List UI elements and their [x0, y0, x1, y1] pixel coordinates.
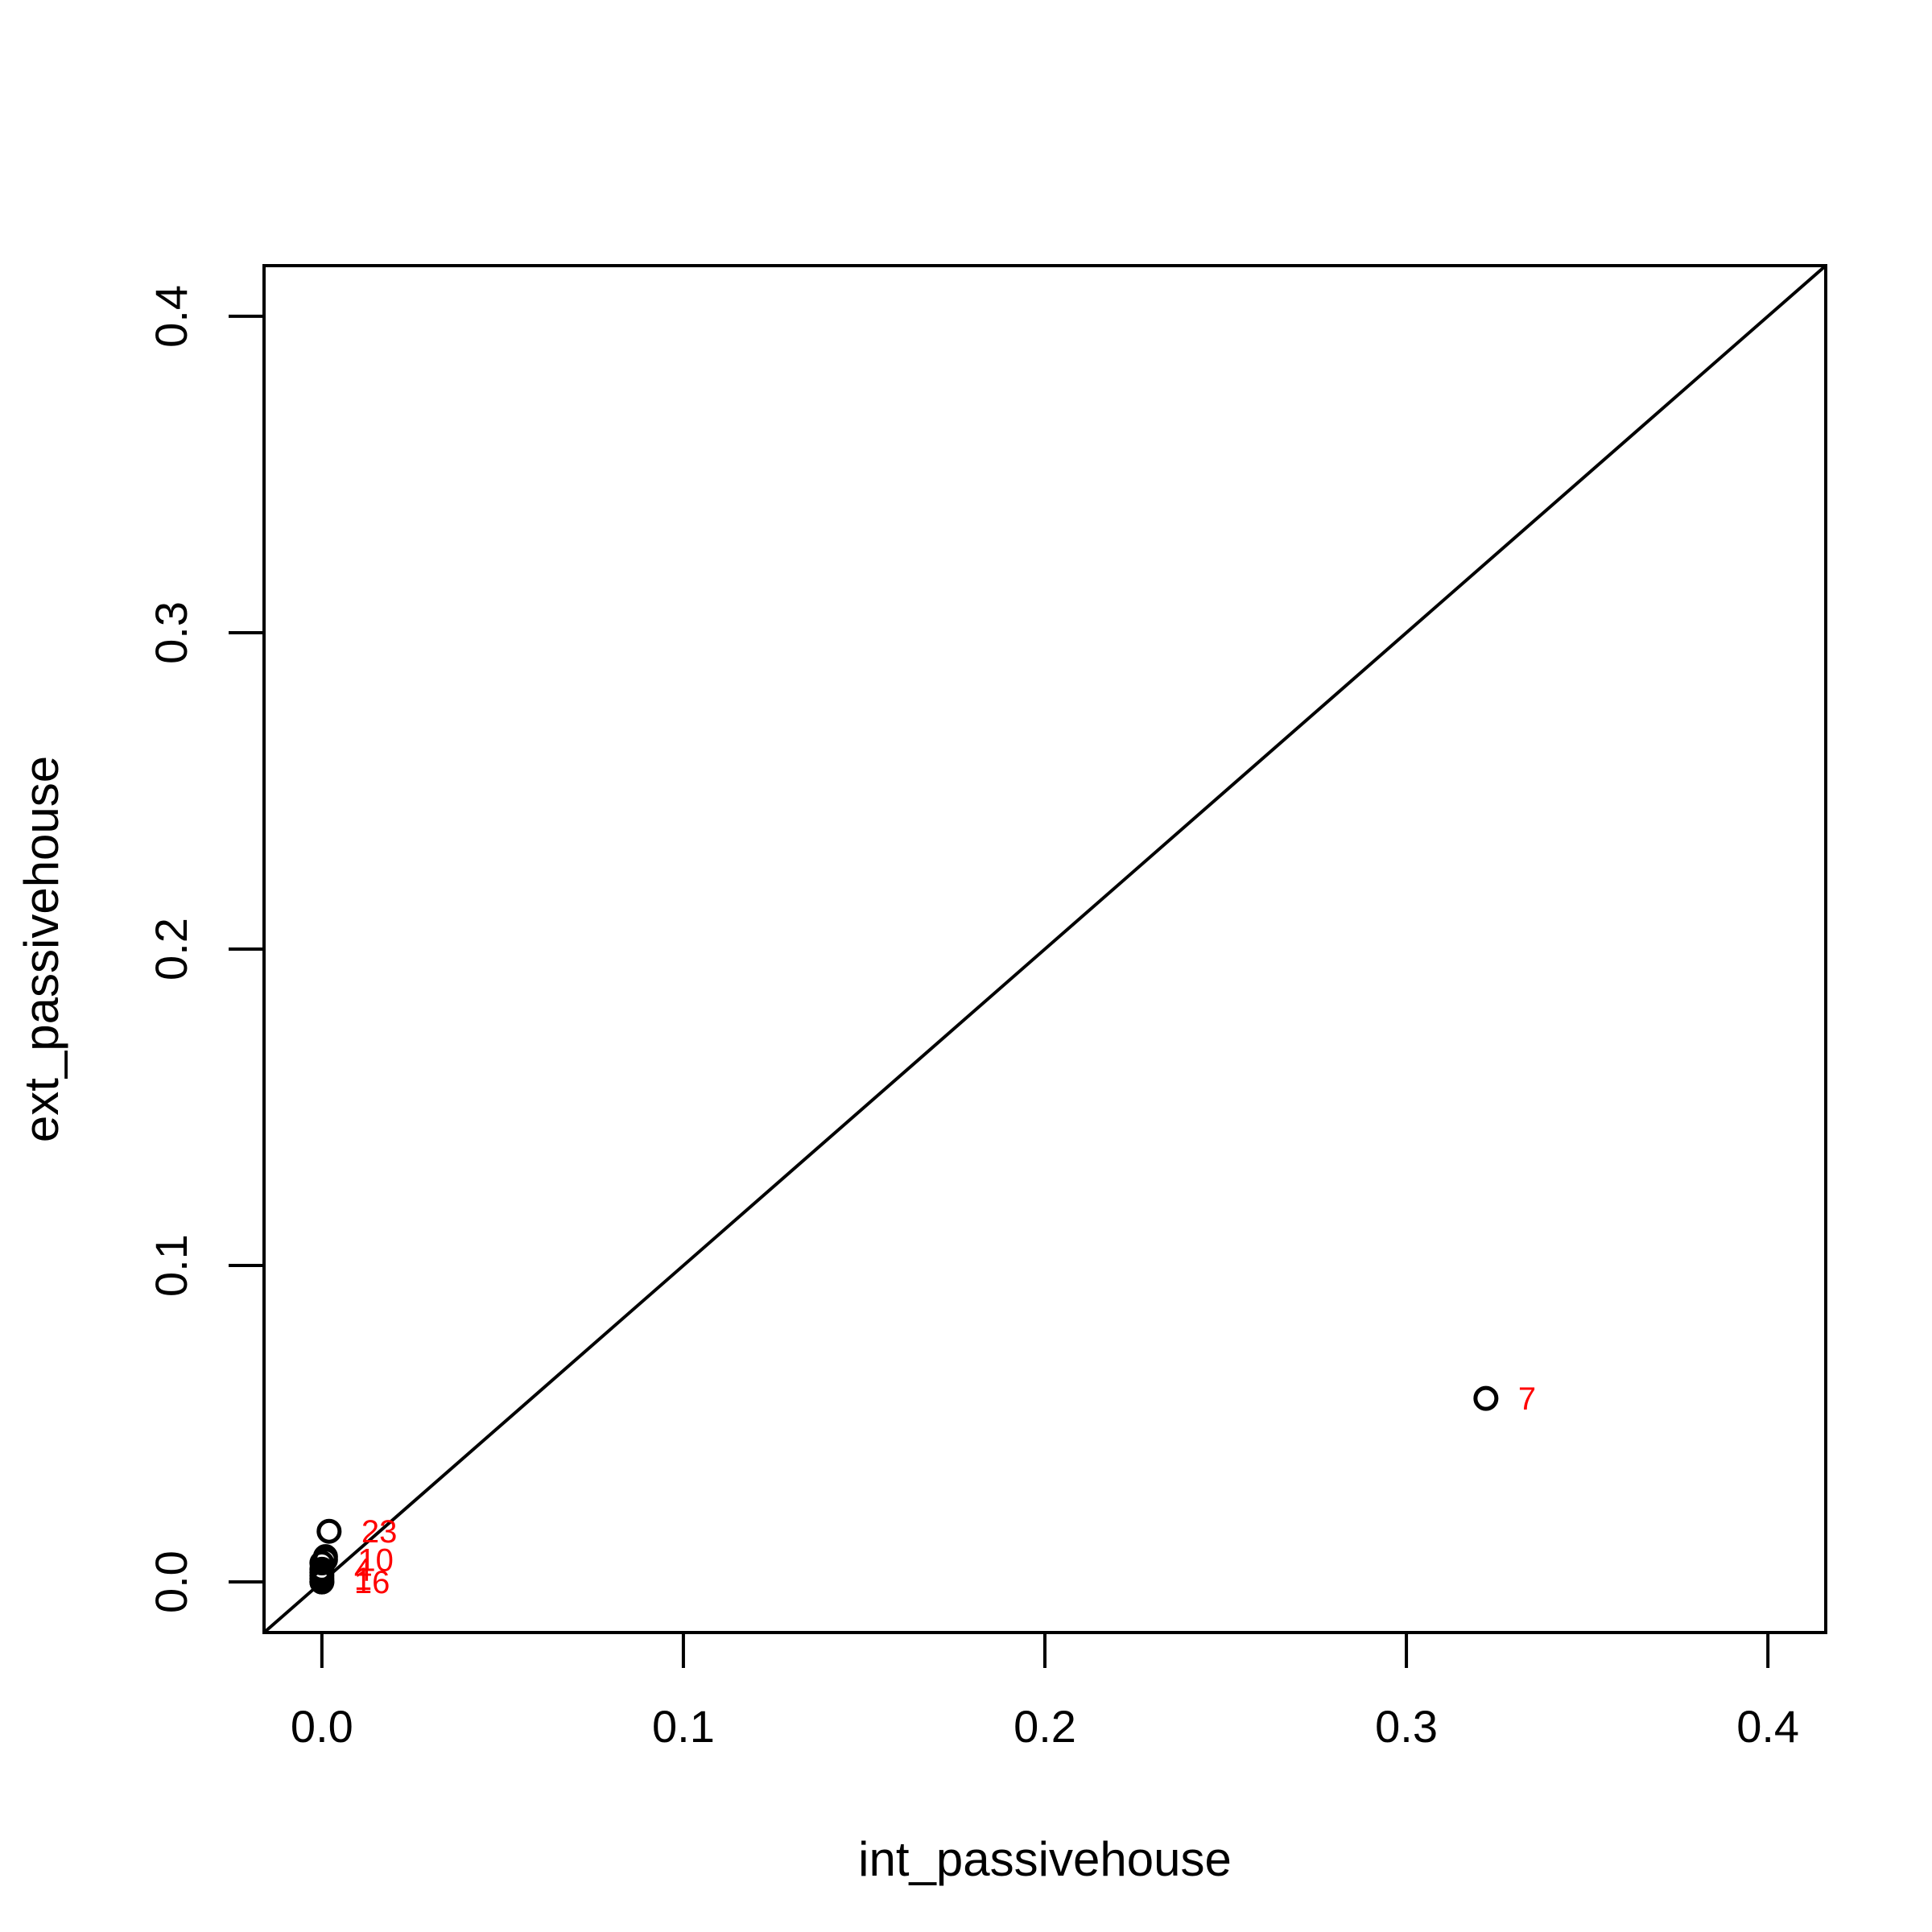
- y-tick-label: 0.4: [146, 285, 196, 348]
- y-axis-label: ext_passivehouse: [14, 756, 68, 1142]
- identity-line: [262, 264, 1827, 1634]
- x-axis: 0.0 0.1 0.2 0.3 0.4: [291, 1631, 1799, 1752]
- y-axis: 0.0 0.1 0.2 0.3 0.4: [146, 285, 266, 1613]
- point-label: 1: [354, 1562, 372, 1597]
- y-tick-label: 0.3: [146, 601, 196, 664]
- x-tick-label: 0.2: [1013, 1701, 1076, 1752]
- y-tick-label: 0.1: [146, 1234, 196, 1297]
- point-label: 10: [357, 1543, 394, 1579]
- data-point: [1473, 1385, 1499, 1411]
- data-points: [309, 1385, 1499, 1595]
- point-label: 23: [361, 1514, 398, 1550]
- data-point: [309, 1569, 335, 1595]
- point-label: 4: [354, 1552, 372, 1587]
- x-tick-label: 0.3: [1375, 1701, 1438, 1752]
- point-label: 16: [354, 1565, 390, 1600]
- identity-line-layer: [262, 264, 1827, 1634]
- x-axis-label: int_passivehouse: [858, 1832, 1232, 1886]
- data-point: [316, 1518, 342, 1544]
- point-label: 7: [1518, 1381, 1536, 1417]
- x-tick-label: 0.4: [1736, 1701, 1799, 1752]
- y-tick-label: 0.0: [146, 1550, 196, 1613]
- x-tick-label: 0.0: [291, 1701, 353, 1752]
- x-tick-label: 0.1: [652, 1701, 715, 1752]
- y-tick-label: 0.2: [146, 918, 196, 980]
